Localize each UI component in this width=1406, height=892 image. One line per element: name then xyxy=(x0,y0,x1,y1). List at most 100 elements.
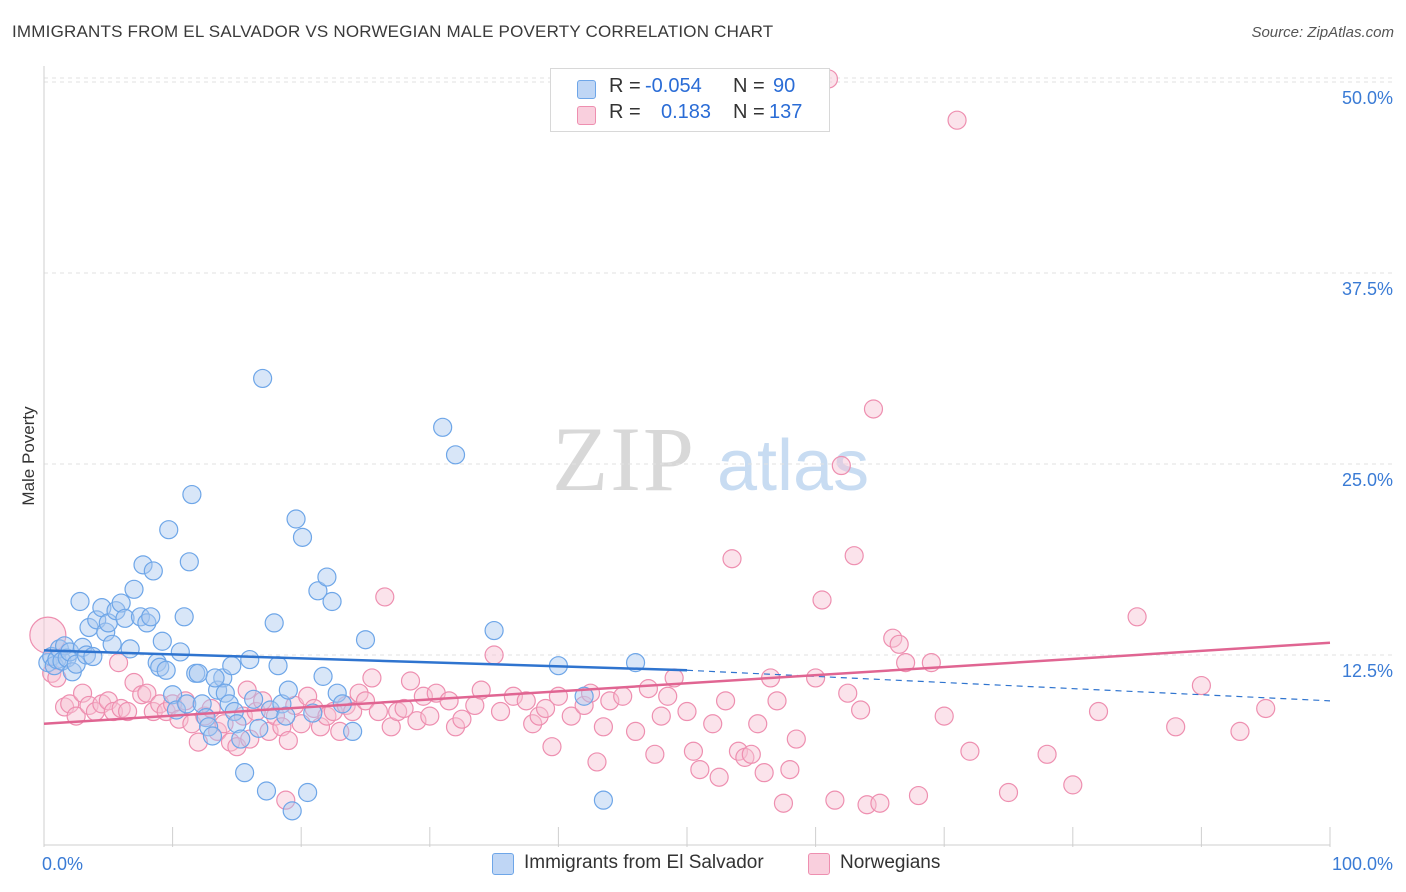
data-point xyxy=(205,668,225,688)
data-point xyxy=(343,701,363,722)
data-point xyxy=(179,552,199,572)
data-point xyxy=(1088,701,1109,722)
data-point xyxy=(773,793,794,813)
data-point xyxy=(998,782,1019,803)
data-point xyxy=(249,718,269,738)
legend-swatch-pink xyxy=(577,106,596,125)
data-point xyxy=(394,698,414,719)
data-point xyxy=(133,555,153,575)
data-point xyxy=(741,744,761,764)
data-point xyxy=(202,726,223,746)
data-point xyxy=(159,520,179,540)
data-point xyxy=(754,763,774,783)
data-point xyxy=(889,634,909,654)
data-point xyxy=(748,714,768,734)
data-point xyxy=(484,645,504,665)
data-point xyxy=(222,656,242,676)
data-point xyxy=(703,714,723,734)
legend: R = -0.054 N = 90 R = 0.183 N = 137 xyxy=(550,68,830,132)
data-point xyxy=(115,608,135,628)
data-point xyxy=(651,706,671,726)
bottom-legend-label: Immigrants from El Salvador xyxy=(524,852,764,873)
data-point xyxy=(276,790,296,810)
data-point xyxy=(282,801,302,821)
data-point xyxy=(368,701,388,722)
trend-line-el-salvador-dashed xyxy=(686,669,1331,702)
data-point xyxy=(471,680,491,700)
data-point xyxy=(896,653,916,673)
data-point xyxy=(111,593,131,613)
data-point xyxy=(908,785,929,806)
legend-row-el-salvador: R = -0.054 N = 90 xyxy=(551,75,829,101)
data-point xyxy=(851,700,871,720)
data-point xyxy=(407,711,427,731)
data-point xyxy=(253,368,273,389)
data-point xyxy=(863,399,884,419)
data-point xyxy=(722,549,742,569)
data-point xyxy=(947,110,967,130)
data-point xyxy=(593,790,614,810)
data-point xyxy=(268,656,288,676)
data-point xyxy=(156,660,176,680)
data-point xyxy=(844,546,864,566)
data-point xyxy=(355,691,376,711)
data-point xyxy=(235,763,255,783)
axes xyxy=(43,66,1331,847)
data-point xyxy=(767,691,787,711)
legend-r-value: 0.183 xyxy=(661,101,712,123)
data-point xyxy=(420,706,440,726)
y-tick-label: 37.5% xyxy=(1342,279,1393,299)
data-point xyxy=(677,701,697,722)
data-point xyxy=(600,691,620,711)
trend-lines xyxy=(43,641,1331,726)
data-point xyxy=(529,706,549,726)
data-point xyxy=(208,680,228,700)
trend-line-norwegians xyxy=(43,641,1331,726)
data-point xyxy=(484,620,504,641)
watermark-atlas: atlas xyxy=(717,426,869,506)
data-point xyxy=(439,691,459,711)
data-point xyxy=(177,694,197,714)
data-point xyxy=(292,527,313,547)
legend-n-label: N = xyxy=(733,101,765,123)
watermark: ZIP atlas xyxy=(552,408,869,510)
data-point xyxy=(313,666,333,686)
data-point xyxy=(1063,775,1083,795)
data-point xyxy=(715,691,736,711)
data-point xyxy=(141,607,161,627)
data-point xyxy=(825,790,845,810)
data-point xyxy=(805,668,826,688)
data-point xyxy=(535,698,556,719)
data-point xyxy=(658,686,678,706)
data-point xyxy=(625,721,646,742)
data-point xyxy=(561,706,581,726)
data-point xyxy=(303,703,323,723)
data-point xyxy=(195,706,215,726)
data-point xyxy=(445,445,466,465)
data-point xyxy=(60,694,80,714)
data-point xyxy=(542,737,562,757)
data-point xyxy=(256,781,277,801)
data-point xyxy=(317,567,337,587)
data-point xyxy=(523,714,543,734)
data-point xyxy=(264,613,284,633)
data-point xyxy=(70,591,90,612)
data-point xyxy=(182,484,202,505)
data-point xyxy=(503,686,523,706)
data-point xyxy=(244,689,264,709)
data-point xyxy=(638,679,659,699)
data-point xyxy=(690,759,710,780)
data-point xyxy=(490,701,511,722)
data-point xyxy=(1230,721,1250,742)
x-tick-label: 100.0% xyxy=(1332,854,1393,874)
data-point xyxy=(683,741,704,761)
data-point xyxy=(124,672,144,693)
data-point xyxy=(124,579,144,599)
data-point xyxy=(322,591,342,612)
data-point xyxy=(587,752,607,772)
chart-source: Source: ZipAtlas.com xyxy=(1251,24,1394,41)
norwegians-series xyxy=(29,69,1276,815)
data-point xyxy=(960,741,980,761)
legend-r-label: R = xyxy=(609,75,641,97)
legend-r-value: -0.054 xyxy=(645,75,702,97)
